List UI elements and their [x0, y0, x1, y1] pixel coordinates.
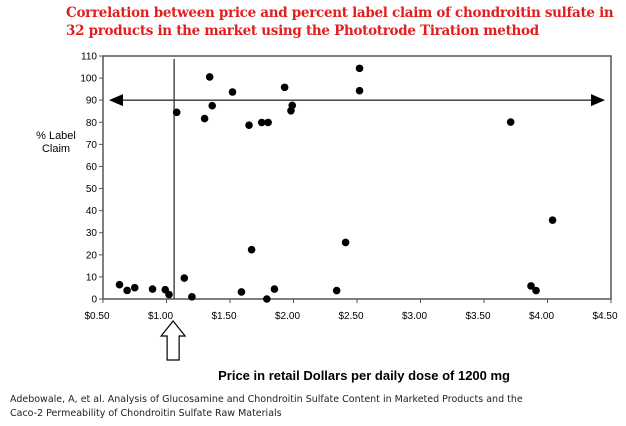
data-point [355, 86, 364, 95]
y-tick-label: 90 [86, 96, 98, 107]
x-tick-label: $1.50 [211, 311, 236, 322]
up-arrow-icon [159, 320, 187, 361]
data-point [123, 286, 131, 295]
data-point [264, 118, 272, 127]
data-point [228, 88, 237, 96]
y-tick-label: 40 [86, 206, 98, 217]
data-point [148, 285, 157, 293]
data-point [165, 290, 173, 299]
data-point [130, 283, 139, 292]
data-point [115, 280, 124, 289]
data-point [270, 285, 279, 293]
x-tick-label: $2.50 [338, 311, 363, 322]
data-point [180, 274, 189, 282]
data-point [172, 108, 181, 117]
citation: Adebowale, A, et al. Analysis of Glucosa… [10, 394, 523, 419]
data-point [506, 118, 515, 126]
data-point [237, 288, 246, 296]
data-point [200, 114, 209, 123]
data-point [280, 83, 289, 92]
data-point [245, 121, 253, 129]
data-point [257, 118, 266, 127]
data-point [287, 106, 295, 115]
x-tick-label: $3.00 [402, 311, 427, 322]
x-tick-label: $2.00 [275, 311, 300, 322]
x-tick-label: $1.00 [148, 311, 173, 322]
y-tick-label: 20 [86, 250, 98, 261]
y-tick-label: 110 [81, 52, 97, 63]
x-tick-label: $3.50 [465, 311, 490, 322]
data-point [548, 216, 557, 224]
data-point [188, 292, 196, 301]
data-point [205, 73, 214, 81]
data-point [527, 282, 535, 290]
x-axis-label: Price in retail Dollars per daily dose o… [218, 368, 510, 383]
y-tick-label: 70 [86, 140, 98, 151]
y-tick-label: 60 [86, 162, 98, 173]
data-point [208, 101, 217, 110]
x-tick-label: $4.50 [592, 311, 617, 322]
data-point [355, 64, 364, 73]
y-tick-label: 0 [91, 295, 97, 306]
y-axis-label-text: % Label Claim [36, 130, 76, 155]
chart-title: Correlation between price and percent la… [66, 5, 614, 39]
y-tick-label: 100 [80, 74, 97, 85]
data-point [341, 238, 350, 247]
y-axis-label: % Label Claim [36, 130, 76, 156]
x-tick-label: $0.50 [84, 311, 109, 322]
right-arrowhead-icon [591, 94, 605, 107]
data-point [263, 295, 271, 303]
data-point [332, 286, 341, 295]
y-tick-label: 30 [86, 228, 98, 239]
y-tick-label: 10 [86, 272, 98, 283]
left-arrowhead-icon [109, 94, 123, 107]
data-point [532, 286, 540, 295]
y-tick-label: 80 [86, 118, 98, 129]
y-tick-label: 50 [86, 184, 98, 195]
data-point [247, 245, 256, 254]
x-tick-label: $4.00 [529, 311, 554, 322]
